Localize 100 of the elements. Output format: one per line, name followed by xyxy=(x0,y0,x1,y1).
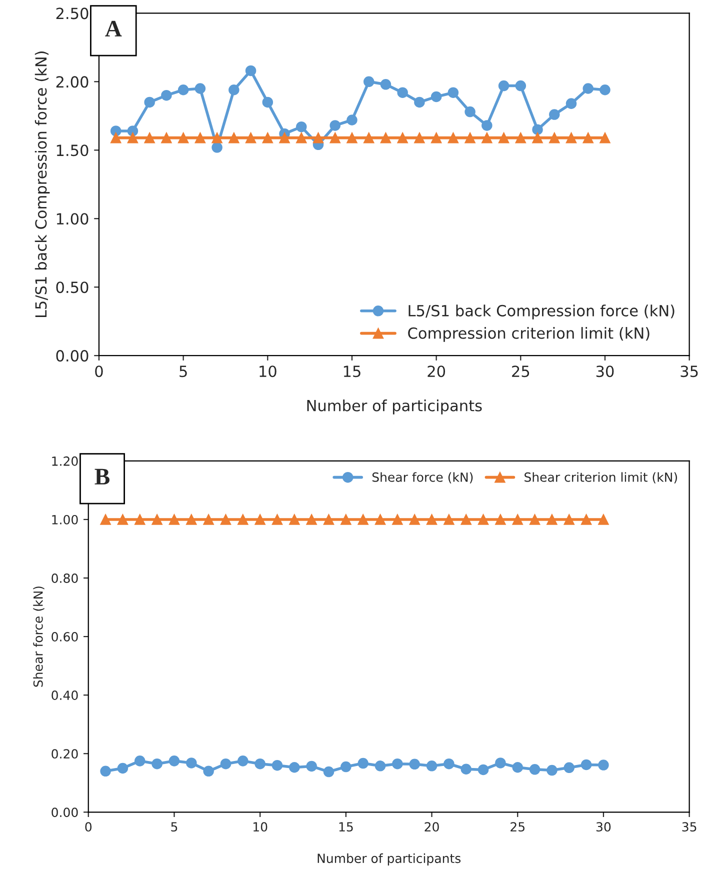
legend-label: Shear criterion limit (kN) xyxy=(524,472,678,484)
x-tick-label: 30 xyxy=(596,366,614,378)
point xyxy=(580,514,592,525)
point xyxy=(478,514,489,525)
point xyxy=(460,514,472,525)
point xyxy=(262,96,274,108)
point xyxy=(582,83,594,94)
point xyxy=(228,132,240,144)
point xyxy=(178,84,189,96)
point xyxy=(358,758,368,769)
point xyxy=(100,514,111,525)
point xyxy=(238,756,248,766)
point xyxy=(323,766,334,778)
point xyxy=(512,762,524,773)
point xyxy=(358,514,368,525)
legend-label: L5/S1 back Compression force (kN) xyxy=(408,304,674,320)
point xyxy=(161,132,172,144)
point xyxy=(566,98,577,109)
point xyxy=(289,762,300,773)
point xyxy=(566,132,577,144)
point xyxy=(582,132,594,144)
point xyxy=(323,514,334,525)
point xyxy=(414,96,425,108)
point xyxy=(498,132,510,144)
point xyxy=(346,132,358,144)
annotation: A xyxy=(105,20,122,36)
point xyxy=(409,758,420,770)
point xyxy=(363,132,374,144)
y-tick-label: 0.20 xyxy=(52,749,78,759)
point xyxy=(529,514,540,525)
point xyxy=(580,759,592,770)
point xyxy=(330,132,340,144)
point xyxy=(178,132,189,144)
y-tick-label: 1.00 xyxy=(56,213,88,225)
x-tick-label: 35 xyxy=(682,822,696,832)
point xyxy=(600,84,610,96)
x-tick-label: 5 xyxy=(171,822,178,832)
y-tick-label: 0.60 xyxy=(52,632,78,642)
point xyxy=(220,514,232,525)
point xyxy=(117,762,128,774)
point xyxy=(279,132,290,144)
x-tick-label: 0 xyxy=(95,366,103,378)
point xyxy=(212,142,222,153)
point xyxy=(194,132,206,144)
point xyxy=(444,758,454,770)
y-tick-label: 2.50 xyxy=(56,8,88,20)
y-axis-title: Shear force (kN) xyxy=(33,586,44,687)
point xyxy=(392,758,403,770)
y-axis-title: L5/S1 back Compression force (kN) xyxy=(34,52,50,318)
point xyxy=(152,758,162,770)
point xyxy=(380,79,392,90)
point xyxy=(546,514,558,525)
x-tick-label: 15 xyxy=(339,822,353,832)
point xyxy=(168,756,180,766)
y-tick-label: 0.00 xyxy=(52,808,78,818)
point xyxy=(444,514,454,525)
x-tick-label: 0 xyxy=(85,822,92,832)
point xyxy=(529,764,540,775)
y-tick-label: 0.80 xyxy=(52,573,78,583)
point xyxy=(409,514,420,525)
point xyxy=(564,762,575,774)
y-tick-label: 1.20 xyxy=(52,456,78,466)
point xyxy=(460,764,472,775)
point xyxy=(598,760,609,770)
x-tick-label: 10 xyxy=(260,366,276,378)
point xyxy=(203,514,214,525)
point xyxy=(495,758,506,768)
point xyxy=(296,132,307,144)
y-tick-label: 2.00 xyxy=(56,76,88,88)
point xyxy=(380,132,392,144)
point xyxy=(134,514,146,525)
point xyxy=(340,761,352,772)
point xyxy=(161,90,172,101)
point xyxy=(245,132,256,144)
point xyxy=(186,514,197,525)
point xyxy=(414,132,425,144)
point xyxy=(110,132,122,144)
point xyxy=(306,514,317,525)
point xyxy=(598,514,609,525)
x-tick-label: 35 xyxy=(680,366,698,378)
point xyxy=(549,132,560,144)
point xyxy=(482,132,492,144)
legend-label: Shear force (kN) xyxy=(372,472,473,484)
point xyxy=(289,514,300,525)
point xyxy=(340,514,352,525)
point xyxy=(448,132,459,144)
point xyxy=(306,760,317,772)
x-tick-label: 20 xyxy=(428,366,446,378)
point xyxy=(464,132,476,144)
point xyxy=(549,109,560,120)
x-tick-label: 10 xyxy=(253,822,268,832)
point xyxy=(100,766,111,777)
x-tick-label: 25 xyxy=(510,822,524,832)
point xyxy=(363,76,374,88)
x-tick-label: 30 xyxy=(596,822,611,832)
point xyxy=(296,121,307,132)
point xyxy=(168,514,180,525)
x-tick-label: 5 xyxy=(180,366,187,378)
x-tick-label: 20 xyxy=(424,822,439,832)
point xyxy=(512,514,524,525)
